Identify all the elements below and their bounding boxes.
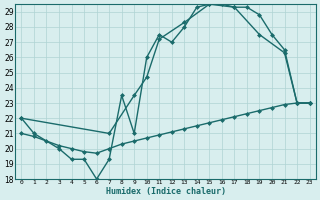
X-axis label: Humidex (Indice chaleur): Humidex (Indice chaleur) bbox=[106, 187, 226, 196]
